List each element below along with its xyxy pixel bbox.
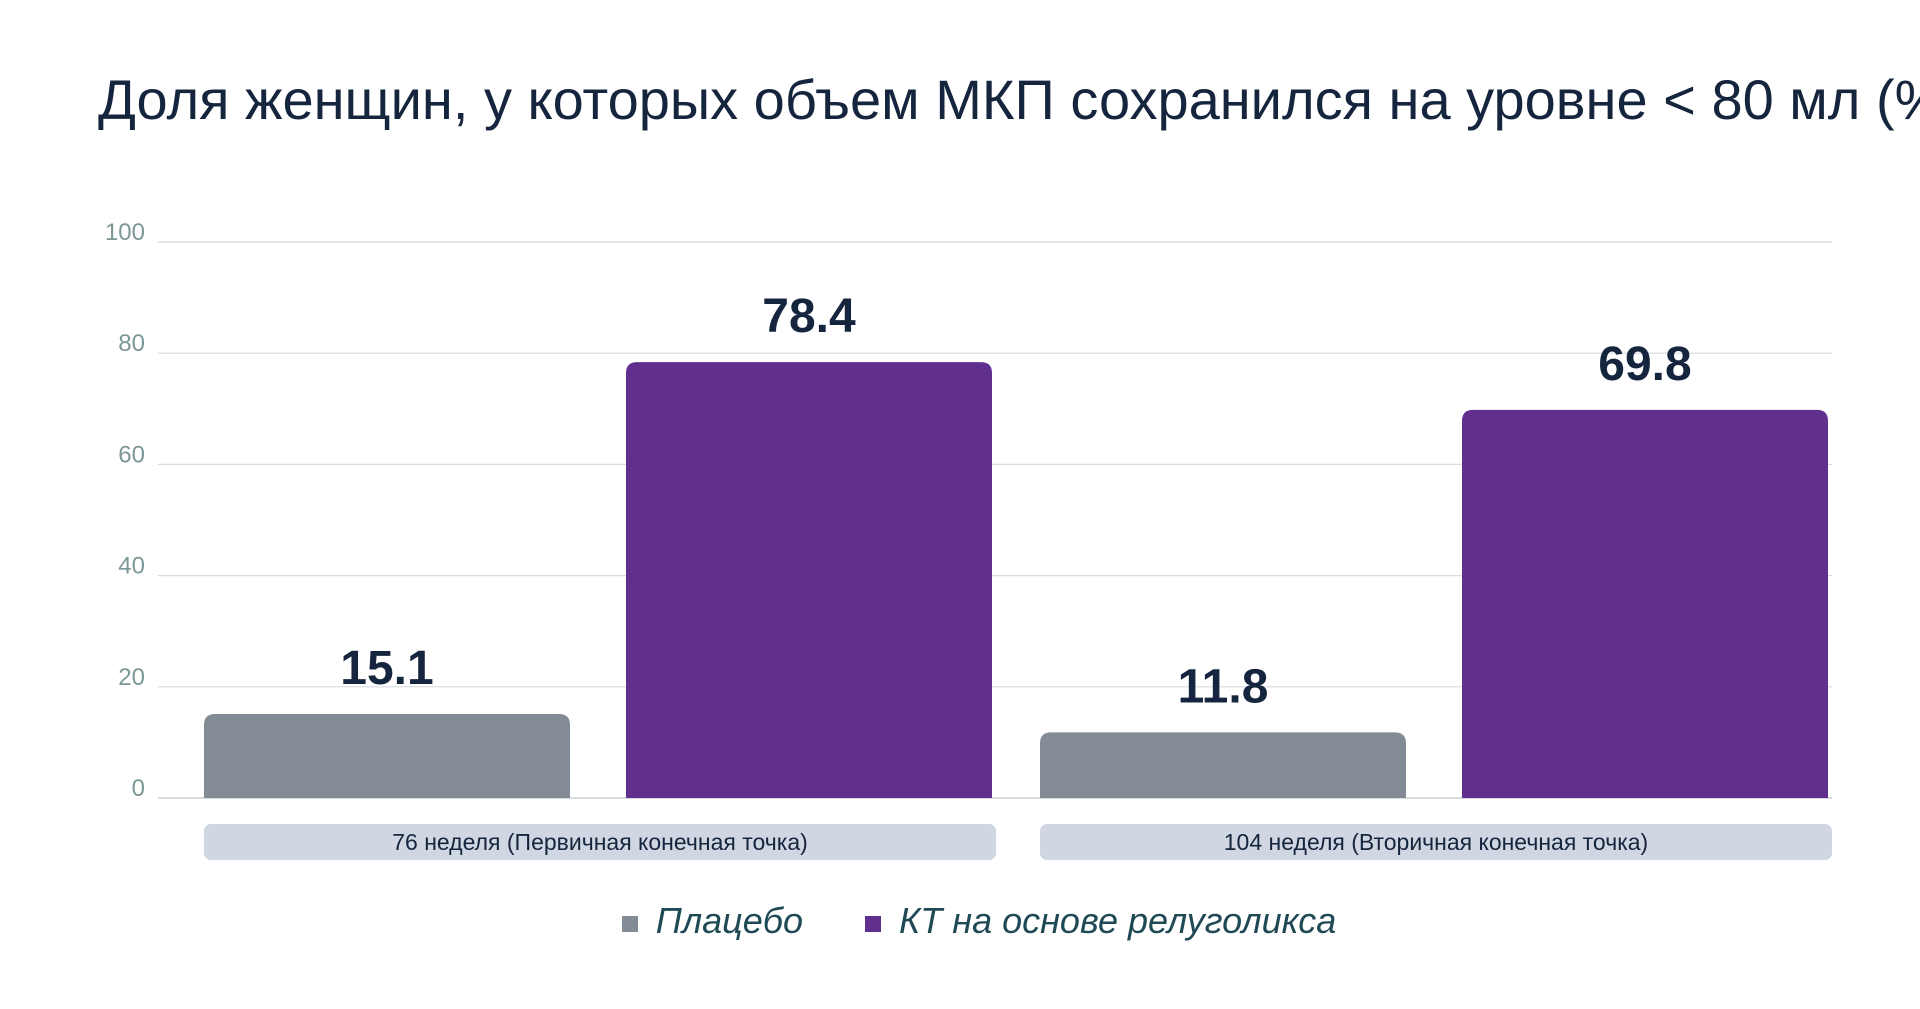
data-label: 78.4	[762, 290, 856, 343]
category-label-box	[1040, 824, 1832, 860]
bar	[1462, 409, 1828, 798]
y-tick-label: 80	[118, 330, 145, 357]
y-tick-label: 100	[105, 219, 145, 246]
bar	[626, 362, 992, 798]
y-tick-label: 60	[118, 441, 145, 468]
legend-item-placebo: Плацебо	[621, 900, 804, 942]
legend: Плацебо КТ на основе релуголикса	[0, 900, 1920, 942]
data-labels: 15.1 78.4 11.8 69.8	[340, 290, 1691, 713]
category-label: 104 неделя (Вторичная конечная точка)	[1224, 829, 1648, 855]
bars	[204, 362, 1828, 798]
chart-title: Доля женщин, у которых объем МКП сохрани…	[98, 68, 1920, 131]
y-axis-ticks: 0 20 40 60 80 100	[105, 219, 145, 802]
legend-swatch-placebo	[621, 916, 638, 932]
category-label: 76 неделя (Первичная конечная точка)	[392, 829, 808, 855]
y-tick-label: 20	[118, 664, 145, 691]
legend-label-relugolix: КТ на основе релуголикса	[899, 900, 1337, 941]
category-label-box	[204, 824, 996, 860]
legend-label-placebo: Плацебо	[655, 900, 804, 941]
bar	[1040, 732, 1406, 798]
legend-swatch-relugolix	[865, 916, 882, 932]
data-label: 69.8	[1598, 338, 1691, 391]
y-tick-label: 0	[132, 775, 145, 802]
bar	[204, 714, 570, 798]
data-label: 11.8	[1178, 660, 1269, 713]
y-tick-label: 40	[118, 553, 145, 580]
category-labels: 76 неделя (Первичная конечная точка) 104 …	[204, 824, 1832, 860]
data-label: 15.1	[340, 642, 433, 695]
legend-item-relugolix: КТ на основе релуголикса	[865, 900, 1336, 942]
